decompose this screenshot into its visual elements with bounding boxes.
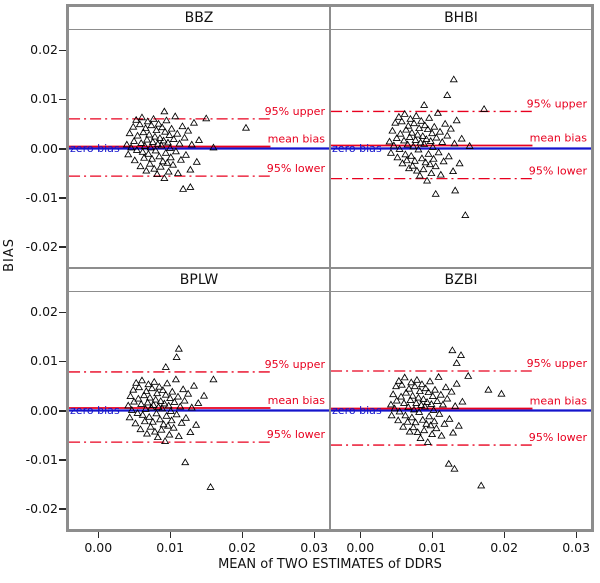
upper-limit-label: 95% upper	[265, 105, 326, 118]
panel-title: BHBI	[331, 7, 591, 30]
lower-limit-label: 95% lower	[267, 428, 326, 441]
y-tick-label: -0.02	[25, 500, 58, 516]
y-tick-mark	[59, 197, 66, 199]
mean-bias-label: mean bias	[268, 132, 326, 145]
y-tick-label: 0.00	[30, 140, 58, 156]
upper-limit-label: 95% upper	[527, 97, 588, 110]
y-tick-label: 0.02	[30, 304, 58, 320]
panel-plot: 95% upper mean bias 95% lower zero bias	[331, 75, 591, 219]
y-tick-mark	[59, 246, 66, 248]
upper-limit-label: 95% upper	[527, 357, 588, 370]
x-tick-mark	[241, 532, 243, 538]
x-axis-title: MEAN of TWO ESTIMATES of DDRS	[218, 557, 442, 572]
y-tick-mark	[59, 49, 66, 52]
y-tick-label: 0.01	[30, 91, 58, 107]
x-tick-label: 0.03	[562, 540, 591, 555]
y-tick-label: 0.00	[30, 402, 58, 418]
y-tick-mark	[59, 508, 66, 510]
x-tick-label: 0.01	[418, 540, 447, 555]
lower-limit-label: 95% lower	[529, 165, 588, 178]
x-tick-label: 0.02	[228, 540, 257, 555]
x-tick-label: 0.03	[300, 540, 329, 555]
panel-bhbi: BHBI 95% upper mean bias 95% lower zero bias	[330, 6, 592, 268]
y-tick-label: 0.02	[30, 42, 58, 58]
y-tick-mark	[59, 311, 66, 314]
y-tick-mark	[59, 98, 66, 101]
x-tick-mark	[313, 532, 315, 538]
panel-plot: 95% upper mean bias 95% lower zero bias	[331, 346, 591, 489]
x-tick-mark	[503, 532, 505, 538]
upper-limit-label: 95% upper	[265, 358, 326, 371]
scatter-triangles	[122, 107, 251, 192]
panel-bplw: BPLW 95% upper mean bias 95% lower zero bias	[68, 268, 330, 530]
zero-bias-label: zero bias	[70, 142, 120, 155]
panel-plot: 95% upper mean bias 95% lower zero bias	[69, 344, 329, 490]
mean-bias-label: mean bias	[268, 394, 326, 407]
x-tick-mark	[359, 532, 362, 538]
x-tick-label: 0.02	[490, 540, 519, 555]
x-tick-label: 0.00	[84, 540, 113, 555]
scatter-triangles	[124, 344, 218, 490]
zero-bias-label: zero bias	[332, 142, 382, 155]
mean-bias-label: mean bias	[530, 131, 588, 144]
zero-bias-label: zero bias	[70, 404, 120, 417]
y-tick-label: -0.01	[25, 451, 58, 467]
x-tick-label: 0.00	[346, 540, 375, 555]
lower-limit-label: 95% lower	[529, 431, 588, 444]
y-tick-label: -0.01	[25, 189, 58, 205]
y-tick-label: -0.02	[25, 238, 58, 254]
panel-title: BBZ	[69, 7, 329, 30]
mean-bias-label: mean bias	[530, 394, 588, 407]
y-tick-mark	[59, 459, 66, 461]
y-tick-mark	[59, 360, 66, 363]
lower-limit-label: 95% lower	[267, 162, 326, 175]
x-tick-label: 0.01	[156, 540, 185, 555]
y-tick-label: 0.01	[30, 353, 58, 369]
panel-title: BPLW	[69, 269, 329, 292]
panel-title: BZBI	[331, 269, 591, 292]
scatter-triangles	[386, 346, 506, 489]
y-tick-mark	[59, 410, 66, 412]
panel-plot: 95% upper mean bias 95% lower zero bias	[69, 105, 329, 192]
x-tick-mark	[431, 532, 433, 538]
panel-grid: BBZ 95% upper mean bias 95% lower zero bias B…	[66, 4, 594, 532]
scatter-triangles	[385, 75, 489, 219]
panel-bbz: BBZ 95% upper mean bias 95% lower zero bias	[68, 6, 330, 268]
x-tick-mark	[575, 532, 577, 538]
zero-bias-label: zero bias	[332, 404, 382, 417]
x-tick-mark	[97, 532, 100, 538]
y-tick-mark	[59, 148, 66, 150]
panel-bzbi: BZBI 95% upper mean bias 95% lower zero bias	[330, 268, 592, 530]
x-tick-mark	[169, 532, 171, 538]
